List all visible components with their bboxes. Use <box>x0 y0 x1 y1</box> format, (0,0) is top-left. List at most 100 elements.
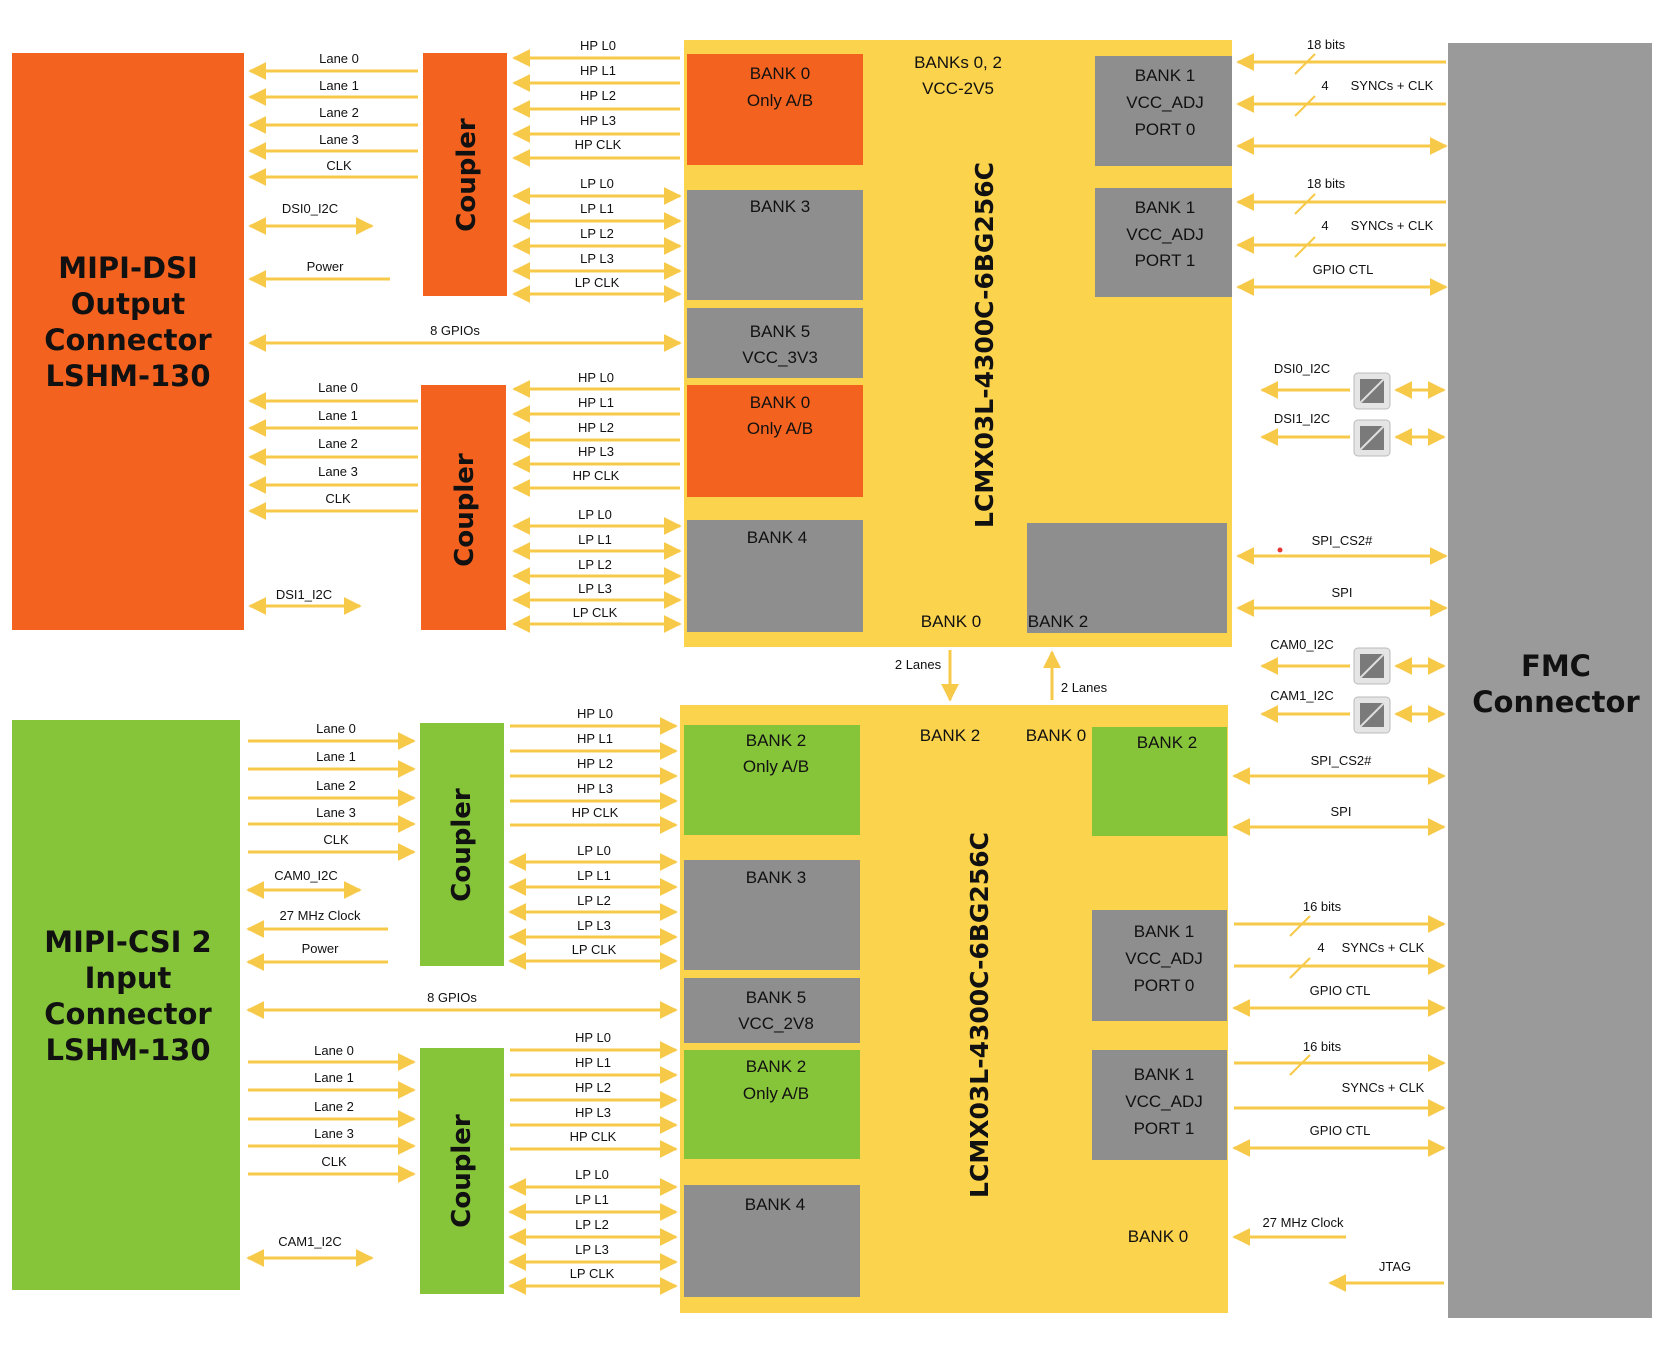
svg-text:BANK 0: BANK 0 <box>750 393 810 412</box>
dsi-lane-arrows <box>248 62 682 615</box>
csi-power-label: Power <box>302 941 340 956</box>
svg-text:Coupler: Coupler <box>447 1114 477 1228</box>
svg-text:HP L0: HP L0 <box>578 370 614 385</box>
svg-text:CAM1_I2C: CAM1_I2C <box>1270 688 1334 703</box>
svg-text:BANK 2: BANK 2 <box>746 1057 806 1076</box>
bus-slashes-bottom <box>1289 915 1311 1076</box>
i2c-buffer-icon-2 <box>1353 419 1391 457</box>
top-bank3 <box>687 190 863 300</box>
svg-text:LP L3: LP L3 <box>577 918 611 933</box>
svg-text:BANK 2: BANK 2 <box>746 731 806 750</box>
inter-fpga-arrows <box>941 650 1061 702</box>
dsi-c1-lane3: Lane 3 <box>319 132 359 147</box>
svg-text:HP L3: HP L3 <box>580 113 616 128</box>
svg-text:4: 4 <box>1321 218 1328 233</box>
dsi-c2-lane1: Lane 1 <box>318 408 358 423</box>
svg-text:SPI_CS2#: SPI_CS2# <box>1312 533 1373 548</box>
bottom-bank5 <box>684 978 860 1043</box>
svg-text:HP CLK: HP CLK <box>572 805 619 820</box>
svg-text:HP L0: HP L0 <box>575 1030 611 1045</box>
svg-text:27 MHz Clock: 27 MHz Clock <box>1263 1215 1344 1230</box>
svg-text:Only A/B: Only A/B <box>747 419 813 438</box>
svg-text:LP L2: LP L2 <box>577 893 611 908</box>
top-bank0-label: BANK 0 <box>921 612 981 631</box>
svg-text:HP L1: HP L1 <box>578 395 614 410</box>
svg-text:BANK 1: BANK 1 <box>1134 1065 1194 1084</box>
svg-text:16 bits: 16 bits <box>1303 899 1342 914</box>
svg-text:LP L1: LP L1 <box>575 1192 609 1207</box>
csi-line-4: LSHM-130 <box>45 1033 210 1067</box>
bottom-bank0-label: BANK 0 <box>1128 1227 1188 1246</box>
csi-c3-lane2: Lane 2 <box>316 778 356 793</box>
dsi-line-1: MIPI-DSI <box>58 251 197 285</box>
top-bank2 <box>1027 523 1227 633</box>
svg-text:LP L3: LP L3 <box>580 251 614 266</box>
csi-c4-lane1: Lane 1 <box>314 1070 354 1085</box>
csi-connector: MIPI-CSI 2 Input Connector LSHM-130 <box>12 720 240 1290</box>
dsi-c2-lane0: Lane 0 <box>318 380 358 395</box>
right-top-arrows <box>1236 53 1448 723</box>
csi-c4-lane0: Lane 0 <box>314 1043 354 1058</box>
i2c-buffer-icon-4 <box>1353 696 1391 734</box>
bottom-bank4 <box>684 1185 860 1297</box>
svg-text:BANK 1: BANK 1 <box>1135 66 1195 85</box>
csi-c3-clk: CLK <box>323 832 349 847</box>
dsi-c2-clk: CLK <box>325 491 351 506</box>
svg-text:HP L2: HP L2 <box>577 756 613 771</box>
csi-lane-arrows <box>246 732 678 1267</box>
svg-text:HP CLK: HP CLK <box>573 468 620 483</box>
fmc-line-2: Connector <box>1472 685 1640 719</box>
svg-text:16 bits: 16 bits <box>1303 1039 1342 1054</box>
svg-text:LP CLK: LP CLK <box>573 605 618 620</box>
svg-text:PORT 1: PORT 1 <box>1134 1119 1195 1138</box>
cam1-i2c-label: CAM1_I2C <box>278 1234 342 1249</box>
svg-text:HP L2: HP L2 <box>580 88 616 103</box>
svg-text:DSI0_I2C: DSI0_I2C <box>1274 361 1330 376</box>
i2c-buffer-icon-3 <box>1353 647 1391 685</box>
svg-text:SYNCs + CLK: SYNCs + CLK <box>1342 940 1425 955</box>
svg-text:SPI_CS2#: SPI_CS2# <box>1311 753 1372 768</box>
csi-hp-lp-arrows <box>508 717 678 1295</box>
bottom-bank2b <box>684 1050 860 1159</box>
csi-c3-lane1: Lane 1 <box>316 749 356 764</box>
dsi-c2-lane2: Lane 2 <box>318 436 358 451</box>
svg-text:PORT 0: PORT 0 <box>1134 976 1195 995</box>
svg-text:BANK 3: BANK 3 <box>746 868 806 887</box>
svg-text:HP L3: HP L3 <box>575 1105 611 1120</box>
csi-c3-lane3: Lane 3 <box>316 805 356 820</box>
bottom-bank2a <box>684 725 860 835</box>
top-banks-header-1: BANKs 0, 2 <box>914 53 1002 72</box>
top-bank5 <box>687 308 863 378</box>
top-bank0a <box>687 54 863 165</box>
top-port0 <box>1095 56 1232 166</box>
bottom-bank2-right <box>1092 727 1227 836</box>
dsi-line-3: Connector <box>44 323 212 357</box>
csi-gpios-label: 8 GPIOs <box>427 990 477 1005</box>
dsi-c1-lane1: Lane 1 <box>319 78 359 93</box>
fpga-bottom-label: LCMX03L-4300C-6BG256C <box>965 832 994 1198</box>
svg-text:HP L1: HP L1 <box>577 731 613 746</box>
svg-text:SPI: SPI <box>1332 585 1353 600</box>
svg-text:LP L2: LP L2 <box>580 226 614 241</box>
svg-text:LP L2: LP L2 <box>575 1217 609 1232</box>
svg-text:HP L0: HP L0 <box>577 706 613 721</box>
svg-text:HP CLK: HP CLK <box>575 137 622 152</box>
svg-text:Only A/B: Only A/B <box>747 91 813 110</box>
svg-text:BANK 2: BANK 2 <box>1028 612 1088 631</box>
dsi-c2-lane3: Lane 3 <box>318 464 358 479</box>
svg-text:HP L1: HP L1 <box>580 63 616 78</box>
svg-text:GPIO CTL: GPIO CTL <box>1310 983 1371 998</box>
dsi-line-4: LSHM-130 <box>45 359 210 393</box>
lanes-up-label: 2 Lanes <box>1061 680 1108 695</box>
svg-text:18 bits: 18 bits <box>1307 176 1346 191</box>
csi-c4-clk: CLK <box>321 1154 347 1169</box>
bottom-bank3 <box>684 860 860 970</box>
svg-text:Coupler: Coupler <box>452 118 482 232</box>
coupler-4: Coupler <box>420 1048 504 1294</box>
svg-text:LP CLK: LP CLK <box>572 942 617 957</box>
top-bank4 <box>687 520 863 632</box>
svg-text:18 bits: 18 bits <box>1307 37 1346 52</box>
svg-text:HP L2: HP L2 <box>575 1080 611 1095</box>
svg-text:Only A/B: Only A/B <box>743 1084 809 1103</box>
svg-text:VCC_2V8: VCC_2V8 <box>738 1014 814 1033</box>
